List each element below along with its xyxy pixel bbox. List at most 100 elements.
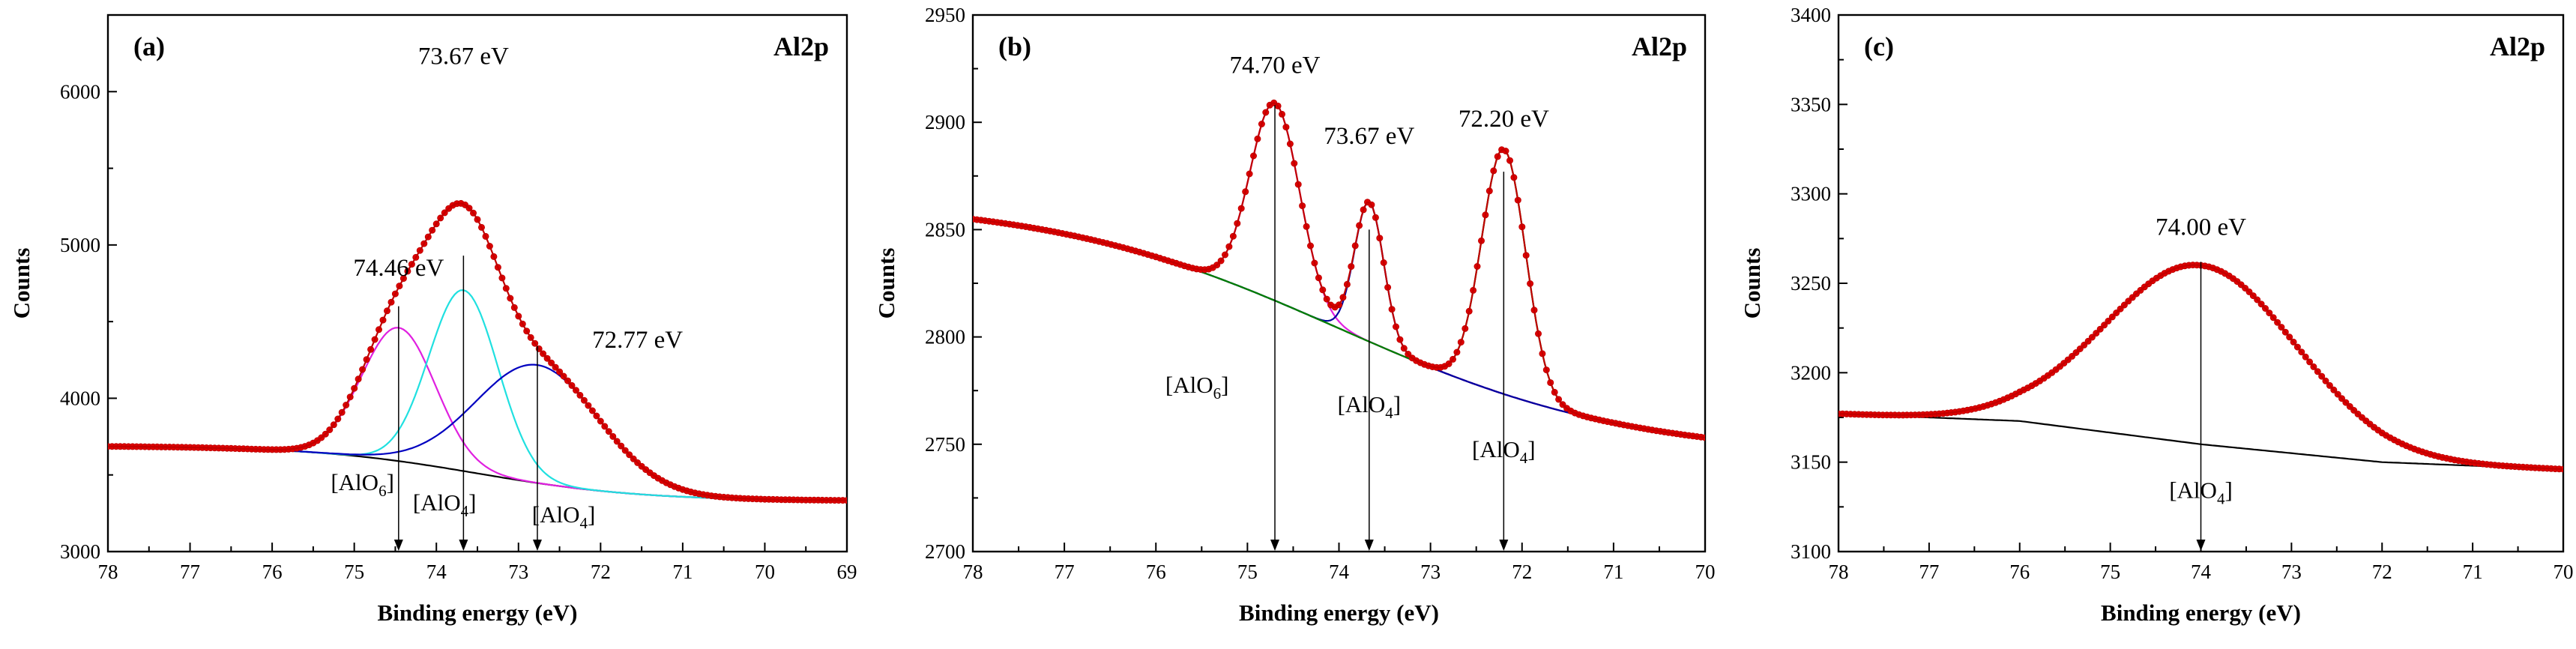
site-label-sub: 4 — [461, 502, 469, 520]
y-tick-label: 3100 — [1791, 540, 1831, 563]
x-tick-label: 77 — [1055, 561, 1075, 583]
x-tick-label: 78 — [963, 561, 983, 583]
site-label-close: ] — [588, 501, 595, 528]
panel-tag: Al2p — [773, 31, 829, 61]
peak-label: 73.67 eV — [1324, 123, 1414, 150]
y-tick-label: 2750 — [925, 433, 965, 456]
y-tick-label: 3200 — [1791, 361, 1831, 384]
peak-label: 72.20 eV — [1459, 106, 1549, 133]
raw-data — [108, 199, 847, 504]
x-tick-label: 76 — [262, 561, 283, 583]
y-tick-label: 2950 — [925, 4, 965, 26]
panel-label: (a) — [133, 31, 165, 61]
y-tick-label: 2850 — [925, 218, 965, 241]
site-label-close: ] — [1527, 436, 1535, 462]
site-label-close: ] — [1393, 391, 1401, 417]
y-tick-label: 2900 — [925, 111, 965, 133]
site-label-sub: 4 — [2217, 489, 2225, 507]
x-tick-label: 69 — [837, 561, 857, 583]
peak-label: 73.67 eV — [418, 43, 509, 70]
arrow-head — [393, 540, 403, 551]
component-peak — [108, 363, 847, 501]
envelope-line — [973, 102, 1705, 438]
y-tick-label: 3000 — [60, 540, 100, 563]
site-label-close: ] — [2224, 477, 2232, 503]
site-label-sub: 6 — [1213, 384, 1222, 402]
y-tick-label: 3250 — [1791, 272, 1831, 295]
site-label: [AlO4] — [1472, 436, 1536, 467]
x-tick-label: 77 — [180, 561, 200, 583]
x-tick-label: 74 — [2191, 561, 2212, 583]
y-tick-label: 6000 — [60, 80, 100, 103]
y-tick-label: 3400 — [1791, 4, 1831, 26]
x-tick-label: 78 — [1829, 561, 1849, 583]
x-tick-label: 75 — [344, 561, 364, 583]
peak-label: 72.77 eV — [592, 327, 683, 354]
y-axis-title: Counts — [873, 248, 899, 319]
peak-label: 74.46 eV — [353, 255, 444, 282]
x-tick-label: 70 — [755, 561, 775, 583]
site-label: [AlO4] — [532, 501, 596, 532]
site-label-close: ] — [468, 489, 476, 516]
y-tick-label: 3350 — [1791, 93, 1831, 115]
site-label-base: [AlO — [413, 489, 461, 516]
x-axis-title: Binding energy (eV) — [1239, 600, 1439, 626]
site-label: [AlO4] — [413, 489, 477, 520]
arrow-head — [1270, 540, 1280, 551]
x-axis-title: Binding energy (eV) — [2101, 600, 2301, 626]
panel-tag: Al2p — [1632, 31, 1687, 61]
site-label: [AlO4] — [1338, 391, 1402, 422]
site-label: [AlO4] — [2169, 477, 2233, 507]
panel-1: 78 77 76 75 74 73 72 71 70 69 3000 4000 5000 6000 Bind… — [8, 13, 857, 626]
plot-area — [108, 199, 847, 504]
x-axis-title: Binding energy (eV) — [378, 600, 578, 626]
x-tick-label: 75 — [1237, 561, 1258, 583]
x-tick-label: 76 — [2009, 561, 2030, 583]
panel-tag: Al2p — [2490, 31, 2545, 61]
x-tick-label: 72 — [591, 561, 611, 583]
y-axis-title: Counts — [1739, 248, 1765, 319]
x-tick-label: 76 — [1146, 561, 1166, 583]
component-peak — [108, 289, 847, 501]
panel-label: (b) — [998, 31, 1031, 61]
panel-3: 78 77 76 75 74 73 72 71 70 3100 3150 3200 3250 3300 33… — [1739, 4, 2574, 626]
site-label-sub: 4 — [579, 514, 588, 532]
x-tick-label: 74 — [1329, 561, 1350, 583]
site-label-close: ] — [1221, 372, 1228, 398]
site-label: [AlO6] — [1165, 372, 1229, 402]
arrow-head — [2196, 540, 2206, 551]
x-tick-label: 73 — [1420, 561, 1441, 583]
x-tick-label: 78 — [98, 561, 118, 583]
site-label-base: [AlO — [331, 469, 378, 495]
site-label-base: [AlO — [2169, 477, 2217, 503]
background-line — [108, 445, 847, 501]
x-tick-label: 71 — [672, 561, 693, 583]
raw-data — [973, 99, 1705, 441]
plot-frame — [106, 13, 848, 553]
peak-label: 74.00 eV — [2156, 214, 2246, 241]
x-tick-label: 73 — [2281, 561, 2302, 583]
x-tick-label: 73 — [508, 561, 528, 583]
y-tick-label: 3150 — [1791, 451, 1831, 474]
x-tick-label: 72 — [2372, 561, 2392, 583]
y-tick-label: 2800 — [925, 326, 965, 348]
site-label-sub: 4 — [1520, 449, 1528, 467]
plot-area — [1839, 262, 2563, 473]
site-label-sub: 4 — [1385, 404, 1393, 422]
component-peak — [108, 327, 847, 501]
y-axis-title: Counts — [8, 248, 34, 319]
y-tick-label: 4000 — [60, 387, 100, 409]
component-peak — [973, 102, 1705, 438]
site-label-base: [AlO — [532, 501, 580, 528]
arrow-head — [459, 540, 468, 551]
plot-frame — [971, 13, 1707, 553]
y-tick-label: 3300 — [1791, 183, 1831, 205]
x-tick-label: 70 — [2554, 561, 2574, 583]
x-tick-label: 77 — [1919, 561, 1939, 583]
site-label-base: [AlO — [1338, 391, 1386, 417]
panel-2: 78 77 76 75 74 73 72 71 70 2700 2750 2800 2850 2900 29… — [873, 4, 1716, 626]
envelope-line — [108, 202, 847, 501]
plot-area — [973, 99, 1705, 441]
site-label-base: [AlO — [1472, 436, 1520, 462]
